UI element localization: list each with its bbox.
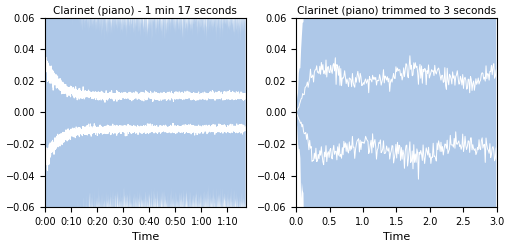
Title: Clarinet (piano) - 1 min 17 seconds: Clarinet (piano) - 1 min 17 seconds: [53, 5, 237, 16]
Title: Clarinet (piano) trimmed to 3 seconds: Clarinet (piano) trimmed to 3 seconds: [296, 5, 495, 16]
X-axis label: Time: Time: [131, 232, 159, 243]
X-axis label: Time: Time: [382, 232, 409, 243]
